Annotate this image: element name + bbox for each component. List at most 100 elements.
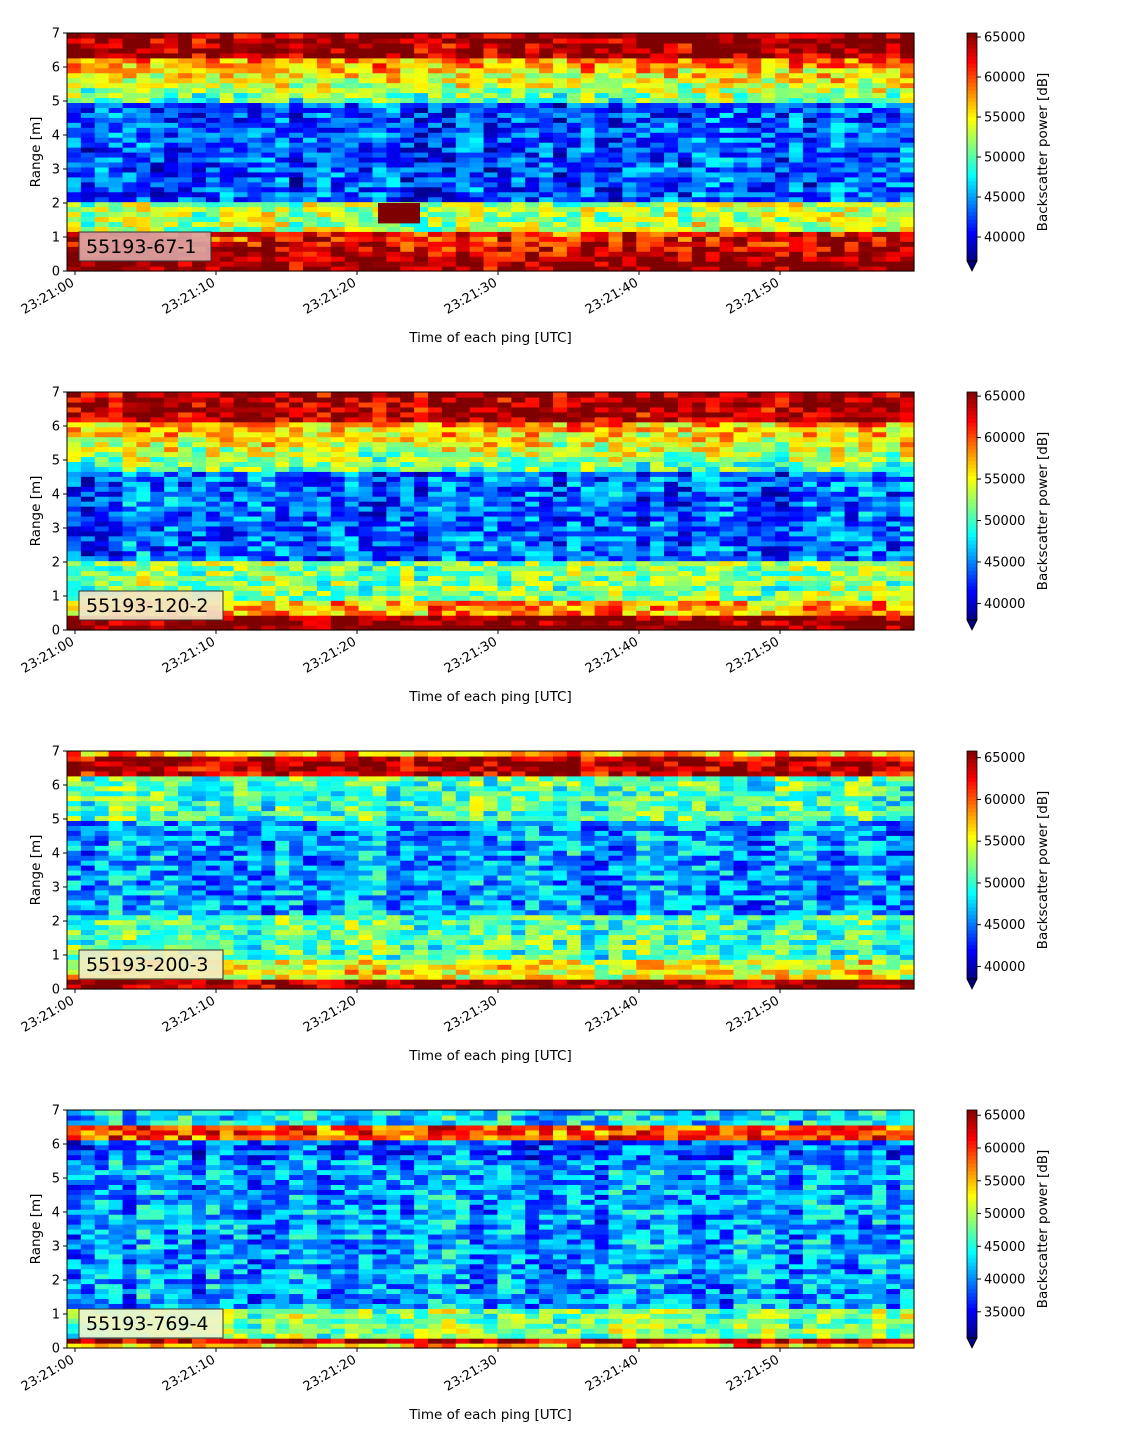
heatmap-cell xyxy=(566,406,582,413)
heatmap-cell xyxy=(122,530,138,537)
heatmap-cell xyxy=(108,117,124,123)
heatmap-cell xyxy=(608,431,624,438)
heatmap-cell xyxy=(386,515,401,522)
heatmap-cell xyxy=(511,461,526,467)
heatmap-cell xyxy=(469,137,485,143)
heatmap-cell xyxy=(316,196,332,203)
heatmap-cell xyxy=(289,122,304,128)
heatmap-cell xyxy=(539,97,554,104)
heatmap-cell xyxy=(316,206,332,213)
heatmap-cell xyxy=(344,226,360,232)
heatmap-cell xyxy=(511,72,526,79)
heatmap-cell xyxy=(219,137,235,143)
heatmap-cell xyxy=(455,506,471,512)
heatmap-cell xyxy=(67,590,82,596)
heatmap-cell xyxy=(316,171,332,178)
heatmap-cell xyxy=(330,62,346,69)
heatmap-cell xyxy=(344,570,360,577)
heatmap-cell xyxy=(289,42,304,49)
heatmap-cell xyxy=(386,256,401,262)
heatmap-cell xyxy=(316,451,332,458)
heatmap-cell xyxy=(178,511,193,517)
heatmap-cell xyxy=(358,256,374,262)
heatmap-cell xyxy=(830,206,846,213)
heatmap-cell xyxy=(344,161,360,168)
heatmap-cell xyxy=(303,77,318,84)
heatmap-cell xyxy=(552,545,568,552)
plot-frame xyxy=(66,32,915,272)
heatmap-cell xyxy=(67,565,82,572)
heatmap-cell xyxy=(497,156,512,163)
heatmap-cell xyxy=(872,57,887,64)
heatmap-cell xyxy=(566,550,582,557)
heatmap-cell xyxy=(358,431,374,438)
heatmap-cell xyxy=(330,137,346,143)
heatmap-cell xyxy=(400,226,415,232)
heatmap-cell xyxy=(816,152,832,158)
heatmap-cell xyxy=(80,471,96,477)
heatmap-cell xyxy=(428,446,443,453)
heatmap-cell xyxy=(677,246,693,252)
heatmap-cell xyxy=(344,451,360,458)
heatmap-cell xyxy=(275,520,290,527)
heatmap-cell xyxy=(511,266,526,272)
heatmap-cell xyxy=(497,530,512,537)
heatmap-cell xyxy=(164,191,179,198)
heatmap-cell xyxy=(608,67,624,74)
heatmap-cell xyxy=(247,147,262,153)
heatmap-cell xyxy=(872,226,887,232)
heatmap-cell xyxy=(94,501,110,507)
heatmap-cell xyxy=(205,525,221,532)
heatmap-cell xyxy=(539,226,554,232)
colorbar-segment xyxy=(967,200,977,205)
heatmap-cell xyxy=(761,52,776,59)
heatmap-cell xyxy=(858,156,873,163)
heatmap-cell xyxy=(261,545,276,552)
heatmap-cell xyxy=(511,515,526,522)
heatmap-cell xyxy=(150,575,165,582)
heatmap-cell xyxy=(261,186,276,193)
heatmap-cell xyxy=(386,392,401,398)
heatmap-cell xyxy=(80,122,96,128)
heatmap-cell xyxy=(664,226,679,232)
heatmap-cell xyxy=(414,216,429,223)
heatmap-cell xyxy=(261,401,276,408)
heatmap-cell xyxy=(316,501,332,507)
heatmap-cell xyxy=(539,511,554,517)
heatmap-cell xyxy=(400,102,415,108)
heatmap-cell xyxy=(580,62,596,69)
heatmap-cell xyxy=(539,62,554,69)
heatmap-cell xyxy=(469,466,485,472)
heatmap-cell xyxy=(372,42,387,49)
heatmap-cell xyxy=(178,37,193,44)
heatmap-cell xyxy=(94,42,110,49)
heatmap-cell xyxy=(497,555,512,562)
heatmap-cell xyxy=(441,161,457,168)
heatmap-cell xyxy=(789,201,804,208)
heatmap-cell xyxy=(289,246,304,252)
heatmap-cell xyxy=(67,37,82,44)
heatmap-cell xyxy=(775,67,790,74)
heatmap-cell xyxy=(330,421,346,428)
heatmap-cell xyxy=(428,246,443,252)
heatmap-cell xyxy=(441,406,457,413)
heatmap-cell xyxy=(525,625,540,631)
heatmap-cell xyxy=(650,47,665,54)
heatmap-cell xyxy=(316,57,332,64)
heatmap-cell xyxy=(275,57,290,64)
heatmap-cell xyxy=(580,446,596,453)
heatmap-cell xyxy=(594,102,610,108)
heatmap-cell xyxy=(872,97,887,104)
heatmap-cell xyxy=(511,615,526,621)
heatmap-cell xyxy=(414,441,429,448)
heatmap-cell xyxy=(247,236,262,242)
heatmap-cell xyxy=(483,181,499,188)
heatmap-cell xyxy=(316,610,332,616)
heatmap-cell xyxy=(150,580,165,586)
heatmap-cell xyxy=(469,152,485,158)
heatmap-cell xyxy=(483,152,499,158)
heatmap-cell xyxy=(247,97,262,104)
heatmap-cell xyxy=(289,112,304,118)
heatmap-cell xyxy=(844,47,860,54)
heatmap-cell xyxy=(316,191,332,198)
